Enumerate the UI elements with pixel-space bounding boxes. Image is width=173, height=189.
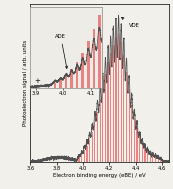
Bar — [84, 150, 85, 162]
Bar — [155, 156, 156, 162]
Bar — [113, 45, 114, 162]
Bar — [59, 79, 62, 88]
Bar — [121, 42, 122, 162]
Bar — [110, 53, 111, 162]
Bar — [129, 88, 130, 162]
Bar — [89, 140, 90, 162]
Bar — [81, 154, 82, 162]
Bar — [87, 41, 89, 88]
Bar — [81, 53, 84, 88]
Bar — [147, 150, 148, 162]
Bar — [136, 128, 138, 162]
Bar — [70, 69, 73, 88]
Bar — [142, 143, 143, 162]
Bar — [94, 122, 95, 162]
Bar — [134, 118, 135, 162]
Bar — [86, 146, 88, 162]
Bar — [144, 147, 145, 162]
Bar — [65, 74, 67, 88]
Bar — [92, 132, 93, 162]
Bar — [160, 159, 161, 162]
Bar — [97, 112, 98, 162]
Text: ADE: ADE — [55, 33, 67, 68]
Bar — [107, 62, 109, 162]
Bar — [115, 37, 117, 162]
X-axis label: Electron binding energy (eBE) / eV: Electron binding energy (eBE) / eV — [53, 173, 146, 178]
Text: VDE: VDE — [122, 17, 139, 28]
Bar — [131, 105, 132, 162]
Bar — [123, 55, 124, 162]
Bar — [98, 15, 101, 88]
Bar — [105, 74, 106, 162]
Text: +: + — [34, 78, 40, 84]
Bar — [54, 83, 56, 88]
Y-axis label: Photoelectron signal / arb. units: Photoelectron signal / arb. units — [23, 40, 28, 126]
Bar — [152, 154, 153, 162]
Bar — [126, 72, 127, 162]
Bar — [93, 29, 95, 88]
Bar — [78, 157, 80, 162]
Bar — [102, 87, 103, 162]
Bar — [99, 100, 101, 162]
Bar — [76, 62, 79, 88]
Bar — [118, 34, 119, 162]
Bar — [139, 137, 140, 162]
Bar — [158, 157, 159, 162]
Bar — [150, 153, 151, 162]
